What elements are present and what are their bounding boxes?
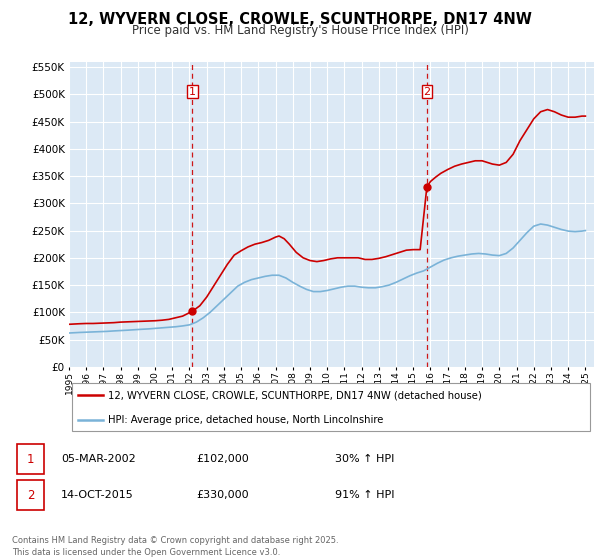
- FancyBboxPatch shape: [17, 444, 44, 474]
- Text: 2: 2: [26, 489, 34, 502]
- Text: 2: 2: [423, 87, 430, 96]
- FancyBboxPatch shape: [17, 480, 44, 510]
- Text: £330,000: £330,000: [196, 490, 249, 500]
- Text: 05-MAR-2002: 05-MAR-2002: [61, 454, 136, 464]
- Text: HPI: Average price, detached house, North Lincolnshire: HPI: Average price, detached house, Nort…: [109, 414, 384, 424]
- Text: 1: 1: [26, 452, 34, 466]
- Text: Contains HM Land Registry data © Crown copyright and database right 2025.
This d: Contains HM Land Registry data © Crown c…: [12, 536, 338, 557]
- Text: 30% ↑ HPI: 30% ↑ HPI: [335, 454, 394, 464]
- Text: Price paid vs. HM Land Registry's House Price Index (HPI): Price paid vs. HM Land Registry's House …: [131, 24, 469, 36]
- Text: £102,000: £102,000: [196, 454, 249, 464]
- FancyBboxPatch shape: [71, 384, 590, 431]
- Text: 91% ↑ HPI: 91% ↑ HPI: [335, 490, 394, 500]
- Text: 12, WYVERN CLOSE, CROWLE, SCUNTHORPE, DN17 4NW (detached house): 12, WYVERN CLOSE, CROWLE, SCUNTHORPE, DN…: [109, 390, 482, 400]
- Text: 12, WYVERN CLOSE, CROWLE, SCUNTHORPE, DN17 4NW: 12, WYVERN CLOSE, CROWLE, SCUNTHORPE, DN…: [68, 12, 532, 27]
- Text: 1: 1: [189, 87, 196, 96]
- Text: 14-OCT-2015: 14-OCT-2015: [61, 490, 134, 500]
